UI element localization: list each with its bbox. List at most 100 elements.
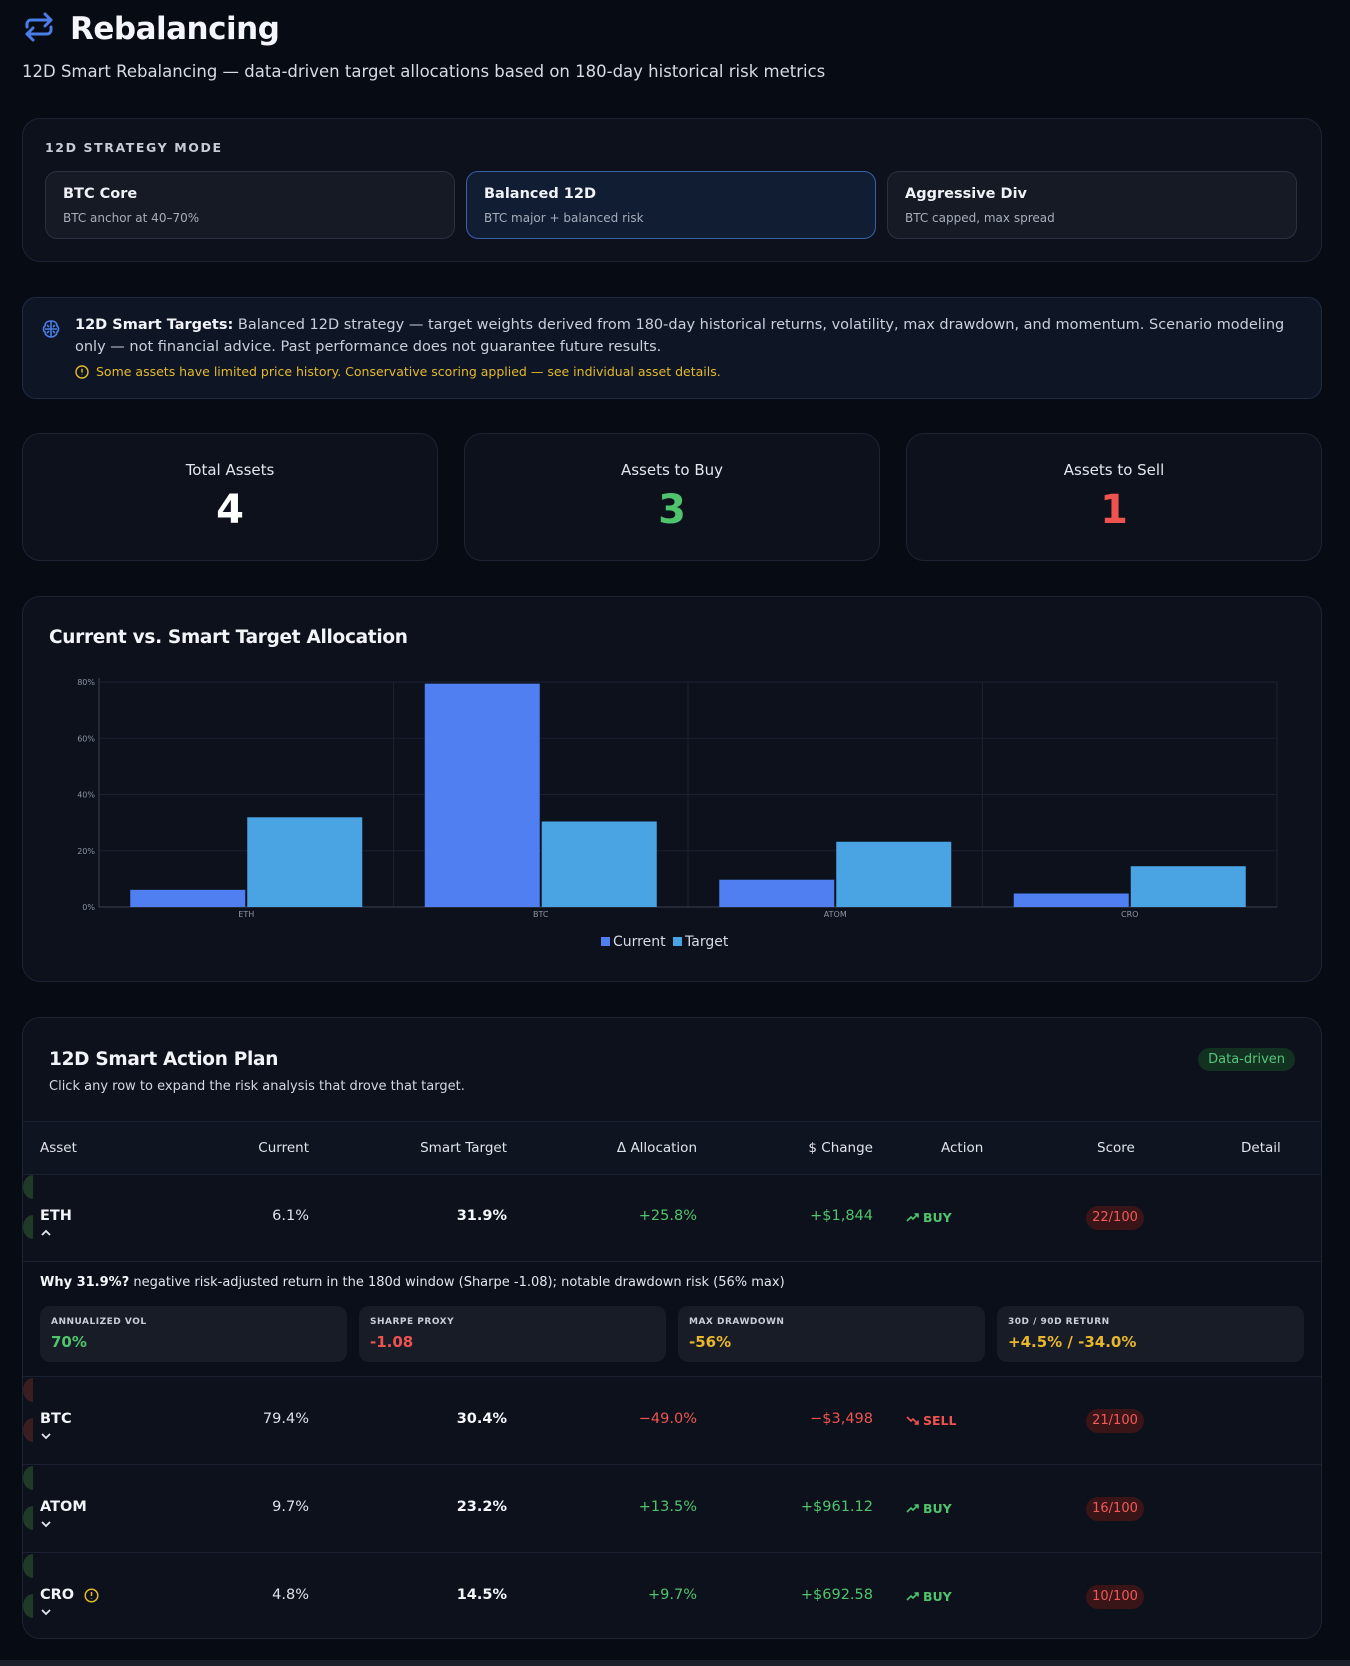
- dollar-change: +$1,844: [810, 1208, 873, 1224]
- metric-label: ANNUALIZED VOL: [51, 1317, 147, 1327]
- stat-assets-to-buy: Assets to Buy 3: [464, 433, 880, 561]
- action-sell: SELL: [906, 1413, 956, 1428]
- bar-current-btc: [424, 683, 540, 907]
- page-title: Rebalancing: [70, 11, 280, 47]
- metric-value: +4.5% / -34.0%: [1008, 1333, 1137, 1351]
- mode-option-balanced-12d[interactable]: Balanced 12D BTC major + balanced risk: [466, 171, 876, 239]
- dollar-change: +$692.58: [800, 1587, 873, 1603]
- metric-value: -1.08: [370, 1333, 414, 1351]
- metric-label: MAX DRAWDOWN: [689, 1317, 785, 1327]
- why-explanation: Why 31.9%? negative risk-adjusted return…: [40, 1275, 785, 1290]
- action-label: BUY: [923, 1210, 952, 1225]
- trend-down-icon: [906, 1416, 919, 1425]
- asset-name: ATOM: [40, 1499, 87, 1515]
- target-value: 31.9%: [456, 1208, 507, 1224]
- asset-name: BTC: [40, 1411, 72, 1427]
- metric-sharpe-proxy: SHARPE PROXY -1.08: [359, 1306, 666, 1362]
- action-buy: BUY: [906, 1589, 952, 1604]
- asset-name: CRO: [40, 1587, 75, 1603]
- stat-value: 3: [658, 487, 686, 533]
- metric-label: SHARPE PROXY: [370, 1317, 455, 1327]
- legend-label-target: Target: [684, 934, 729, 950]
- x-tick-label: ETH: [238, 910, 254, 919]
- info-text: 12D Smart Targets: Balanced 12D strategy…: [75, 314, 1305, 358]
- mode-option-aggressive-div[interactable]: Aggressive Div BTC capped, max spread: [887, 171, 1297, 239]
- action-plan-card: 12D Smart Action Plan Click any row to e…: [22, 1017, 1322, 1639]
- action-bar: [23, 1554, 33, 1618]
- target-value: 14.5%: [456, 1587, 507, 1603]
- target-value: 23.2%: [456, 1499, 507, 1515]
- stat-value: 4: [216, 487, 244, 533]
- allocation-delta: −49.0%: [638, 1411, 697, 1427]
- mode-option-name: BTC Core: [63, 186, 138, 202]
- bar-target-btc: [541, 821, 657, 907]
- refresh-icon: [22, 10, 56, 48]
- chart-title: Current vs. Smart Target Allocation: [49, 627, 408, 648]
- current-value: 9.7%: [272, 1499, 309, 1515]
- action-bar: [23, 1466, 33, 1530]
- trend-up-icon: [906, 1504, 919, 1513]
- trend-up-icon: [906, 1213, 919, 1222]
- mode-option-btc-core[interactable]: BTC Core BTC anchor at 40–70%: [45, 171, 455, 239]
- y-tick-label: 40%: [77, 791, 95, 800]
- score-badge: 10/100: [1086, 1585, 1144, 1609]
- col-action: Action: [941, 1140, 984, 1156]
- col-smart-target: Smart Target: [420, 1140, 507, 1156]
- col-allocation-delta: Δ Allocation: [616, 1140, 697, 1156]
- table-row-cro[interactable]: CRO 4.8% 14.5% +9.7% +$692.58 BUY 10/100: [23, 1554, 1321, 1638]
- table-row-btc[interactable]: BTC 79.4% 30.4% −49.0% −$3,498 SELL 21/1…: [23, 1378, 1321, 1465]
- chevron-down-icon[interactable]: [38, 1604, 54, 1620]
- chevron-up-icon[interactable]: [38, 1225, 54, 1241]
- strategy-mode-label: 12D STRATEGY MODE: [45, 140, 223, 155]
- dollar-change: +$961.12: [800, 1499, 873, 1515]
- allocation-bar-chart: 0% 20% 40% 60% 80% ETH BTC ATOM CRO Current Target: [77, 678, 1278, 950]
- stat-label: Total Assets: [185, 461, 275, 479]
- metric-value: -56%: [689, 1333, 732, 1351]
- score-badge: 22/100: [1086, 1206, 1144, 1230]
- mode-option-desc: BTC major + balanced risk: [484, 211, 644, 225]
- legend-label-current: Current: [613, 934, 666, 950]
- mode-option-name: Aggressive Div: [905, 186, 1027, 202]
- current-value: 79.4%: [262, 1411, 309, 1427]
- allocation-delta: +9.7%: [648, 1587, 697, 1603]
- y-tick-label: 80%: [77, 678, 95, 687]
- metric-return: 30D / 90D RETURN +4.5% / -34.0%: [997, 1306, 1304, 1362]
- table-row-atom[interactable]: ATOM 9.7% 23.2% +13.5% +$961.12 BUY 16/1…: [23, 1466, 1321, 1553]
- x-tick-label: CRO: [1121, 910, 1138, 919]
- allocation-delta: +25.8%: [638, 1208, 697, 1224]
- action-bar: [23, 1175, 33, 1239]
- mode-option-desc: BTC anchor at 40–70%: [63, 211, 200, 225]
- stat-value: 1: [1100, 487, 1128, 533]
- page-subtitle: 12D Smart Rebalancing — data-driven targ…: [22, 62, 826, 81]
- chevron-down-icon[interactable]: [38, 1516, 54, 1532]
- warning-icon: [75, 364, 89, 379]
- bar-target-cro: [1130, 866, 1246, 907]
- action-label: BUY: [923, 1501, 952, 1516]
- chevron-down-icon[interactable]: [38, 1428, 54, 1444]
- warning-icon[interactable]: [84, 1587, 99, 1603]
- dollar-change: −$3,498: [810, 1411, 873, 1427]
- stat-assets-to-sell: Assets to Sell 1: [906, 433, 1322, 561]
- current-value: 4.8%: [272, 1587, 309, 1603]
- plan-subtitle: Click any row to expand the risk analysi…: [49, 1079, 465, 1094]
- smart-targets-info: 12D Smart Targets: Balanced 12D strategy…: [22, 297, 1322, 399]
- metric-max-drawdown: MAX DRAWDOWN -56%: [678, 1306, 985, 1362]
- eth-risk-analysis: Why 31.9%? negative risk-adjusted return…: [23, 1262, 1321, 1377]
- plan-title: 12D Smart Action Plan: [49, 1049, 279, 1070]
- limited-history-warning: Some assets have limited price history. …: [75, 364, 721, 379]
- asset-cell: CRO: [40, 1587, 99, 1603]
- info-bold: 12D Smart Targets:: [75, 317, 234, 333]
- bar-target-eth: [247, 817, 363, 907]
- col-detail: Detail: [1241, 1140, 1281, 1156]
- bar-current-atom: [719, 879, 835, 907]
- y-tick-label: 60%: [77, 734, 95, 743]
- bar-current-eth: [130, 889, 246, 907]
- action-bar: [23, 1378, 33, 1442]
- table-row-eth[interactable]: ETH 6.1% 31.9% +25.8% +$1,844 BUY 22/100: [23, 1175, 1321, 1262]
- x-tick-label: BTC: [533, 910, 549, 919]
- action-label: SELL: [923, 1413, 957, 1428]
- brain-icon: [42, 320, 60, 338]
- mode-option-name: Balanced 12D: [484, 186, 596, 202]
- stat-total-assets: Total Assets 4: [22, 433, 438, 561]
- bar-target-atom: [836, 841, 952, 907]
